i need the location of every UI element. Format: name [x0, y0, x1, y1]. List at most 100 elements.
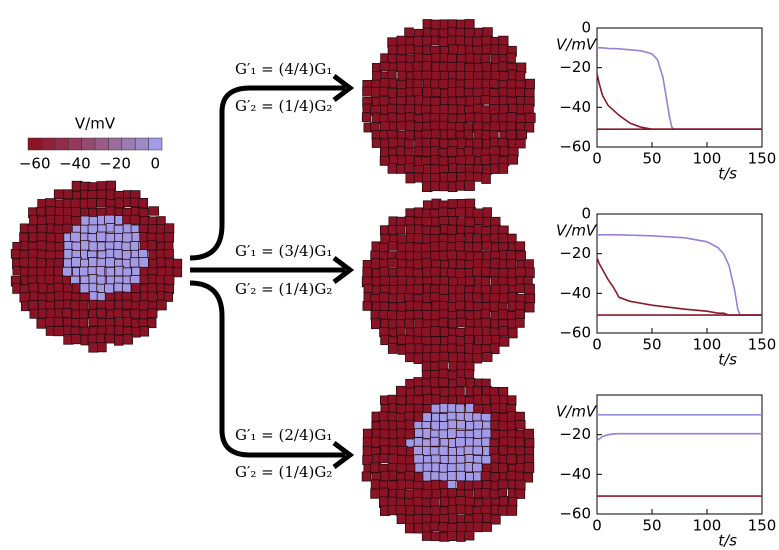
- cell: [396, 216, 407, 227]
- cell: [404, 318, 415, 329]
- cell: [405, 505, 416, 515]
- cell: [431, 87, 442, 97]
- cell: [412, 268, 423, 278]
- cell: [515, 113, 527, 124]
- x-tick-label: 0: [592, 517, 602, 535]
- cell: [490, 453, 501, 464]
- cell: [379, 242, 390, 253]
- cell: [498, 309, 509, 320]
- cell: [38, 308, 48, 319]
- cell: [472, 445, 483, 456]
- cell: [36, 231, 47, 242]
- cell: [429, 377, 440, 388]
- cell: [473, 62, 484, 74]
- cell: [414, 95, 424, 106]
- tissue: [361, 198, 536, 372]
- cell: [472, 353, 483, 364]
- cell: [514, 488, 526, 499]
- cell: [138, 198, 149, 208]
- cell: [413, 454, 424, 464]
- cell: [480, 317, 492, 329]
- cell: [515, 463, 526, 473]
- cell: [96, 257, 107, 268]
- cell: [489, 121, 500, 132]
- cell: [422, 87, 433, 98]
- cell: [439, 421, 449, 432]
- cell: [104, 299, 115, 311]
- colorbar-cell: [41, 137, 56, 151]
- cell: [139, 266, 150, 277]
- cell: [431, 275, 442, 286]
- cell: [146, 308, 158, 319]
- cell: [62, 266, 73, 277]
- cell: [421, 326, 432, 338]
- cell: [45, 232, 57, 243]
- cell: [421, 258, 432, 269]
- cell: [515, 250, 526, 262]
- cell: [396, 113, 406, 123]
- cell: [80, 240, 91, 251]
- y-axis-label: V/mV: [556, 403, 598, 421]
- cell: [515, 138, 526, 149]
- cell: [524, 438, 535, 449]
- equation: G′₁ = (4/4)G₁: [235, 60, 332, 78]
- cell: [70, 198, 81, 209]
- cell: [465, 403, 475, 414]
- cell: [523, 428, 534, 440]
- equation: G′₂ = (1/4)G₂: [235, 463, 332, 481]
- cell: [431, 394, 442, 405]
- cell: [429, 172, 441, 183]
- cell: [499, 336, 510, 347]
- colorbar-cell: [54, 137, 69, 151]
- cell: [387, 45, 398, 55]
- equation: G′₂ = (1/4)G₂: [235, 280, 332, 298]
- cell: [370, 318, 381, 330]
- cell: [481, 522, 492, 532]
- cell: [499, 496, 509, 507]
- arrow-up: [189, 85, 345, 261]
- cell: [447, 199, 458, 209]
- cell: [405, 352, 416, 363]
- arrow-head: [332, 256, 355, 284]
- cell: [129, 214, 140, 225]
- cell: [113, 308, 124, 319]
- cell: [405, 44, 415, 55]
- cell: [131, 326, 141, 338]
- x-axis-label: t/s: [718, 351, 737, 369]
- cell: [421, 61, 432, 72]
- cell: [129, 275, 141, 285]
- cell: [396, 275, 408, 286]
- x-axis-label: t/s: [718, 165, 737, 183]
- plot-frame: [596, 27, 763, 148]
- cell: [36, 223, 48, 234]
- cell: [379, 420, 390, 431]
- cell: [61, 308, 72, 319]
- cell: [379, 61, 391, 72]
- cell: [370, 479, 381, 491]
- cell: [490, 514, 501, 525]
- cell: [96, 300, 107, 311]
- cell: [473, 27, 484, 38]
- cell: [506, 259, 517, 270]
- cell: [429, 436, 440, 447]
- cell: [464, 326, 475, 337]
- cell: [438, 207, 449, 218]
- cell: [473, 335, 484, 346]
- cell: [447, 172, 457, 182]
- cell: [378, 453, 389, 464]
- cell: [506, 112, 517, 123]
- tissue: [10, 180, 183, 353]
- cell: [473, 326, 484, 337]
- cell: [396, 267, 407, 278]
- cell: [361, 112, 372, 122]
- cell: [396, 88, 407, 98]
- cell: [405, 403, 415, 414]
- cell: [465, 112, 475, 123]
- cell: [481, 266, 491, 277]
- cell: [54, 291, 65, 301]
- cell: [506, 505, 518, 516]
- cell: [405, 224, 416, 235]
- cell: [498, 413, 509, 423]
- cell: [464, 292, 474, 303]
- cell: [396, 79, 407, 90]
